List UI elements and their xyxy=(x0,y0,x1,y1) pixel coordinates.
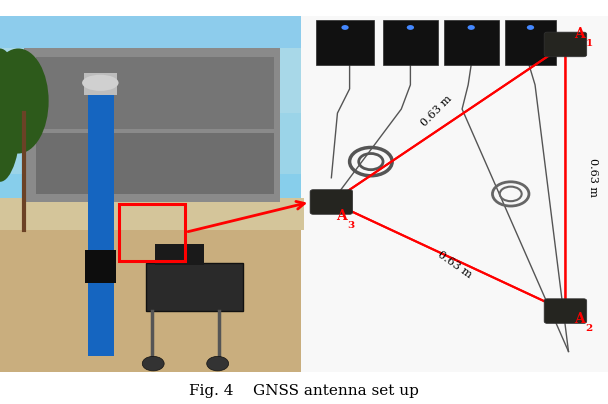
FancyBboxPatch shape xyxy=(544,32,587,57)
Bar xyxy=(0,48,304,113)
Bar xyxy=(146,263,243,311)
Bar xyxy=(301,16,608,372)
Bar xyxy=(0,170,304,234)
Circle shape xyxy=(407,25,414,30)
Text: A: A xyxy=(336,209,347,223)
Text: A: A xyxy=(575,312,586,326)
Bar xyxy=(0,109,304,174)
Bar xyxy=(444,20,499,65)
Bar xyxy=(0,16,304,372)
Ellipse shape xyxy=(0,48,49,154)
Bar xyxy=(85,250,116,283)
Bar xyxy=(383,20,438,65)
Bar xyxy=(88,93,114,356)
Text: Fig. 4    GNSS antenna set up: Fig. 4 GNSS antenna set up xyxy=(189,384,419,398)
Bar xyxy=(155,244,204,265)
Text: 1: 1 xyxy=(586,39,593,48)
Bar xyxy=(36,57,274,129)
Bar xyxy=(84,73,117,95)
Bar xyxy=(505,20,556,65)
Ellipse shape xyxy=(82,75,119,91)
Bar xyxy=(0,198,304,230)
FancyBboxPatch shape xyxy=(544,299,587,323)
Text: 3: 3 xyxy=(347,221,354,229)
Circle shape xyxy=(207,356,229,371)
Bar xyxy=(24,48,280,202)
Circle shape xyxy=(342,25,349,30)
Text: 0.63 m: 0.63 m xyxy=(436,249,473,280)
Circle shape xyxy=(527,25,534,30)
Text: 0.63 m: 0.63 m xyxy=(419,94,454,128)
Bar xyxy=(119,204,185,261)
Bar xyxy=(0,218,304,372)
Circle shape xyxy=(468,25,475,30)
Bar xyxy=(36,133,274,194)
Bar xyxy=(316,20,374,65)
FancyBboxPatch shape xyxy=(310,190,353,214)
Text: A: A xyxy=(575,27,586,41)
Ellipse shape xyxy=(0,48,21,182)
Circle shape xyxy=(142,356,164,371)
Text: 2: 2 xyxy=(586,324,593,332)
Text: 0.63 m: 0.63 m xyxy=(588,158,598,197)
